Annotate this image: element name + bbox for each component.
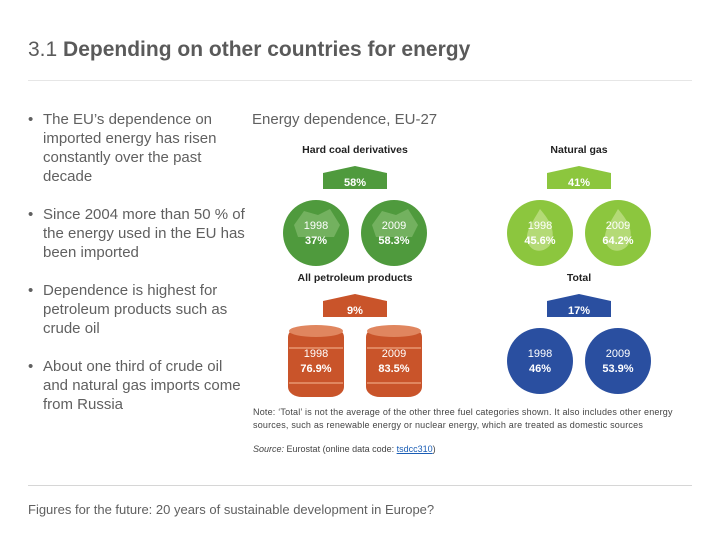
year-value: 37% bbox=[305, 235, 327, 247]
bullet-text: About one third of crude oil and natural… bbox=[43, 358, 241, 413]
bullet-text: Since 2004 more than 50 % of the energy … bbox=[43, 206, 245, 261]
bullet-text: The EU’s dependence on imported energy h… bbox=[43, 111, 217, 185]
year-label: 2009 bbox=[382, 348, 406, 360]
source-link[interactable]: tsdcc310 bbox=[396, 444, 433, 454]
panel-coal: Hard coal derivatives 58% 1998 37% 2009 58.3% bbox=[283, 144, 427, 266]
bullet-item: • Dependence is highest for petroleum pro… bbox=[28, 281, 250, 338]
year-label: 1998 bbox=[528, 348, 552, 360]
year-label: 2009 bbox=[606, 348, 630, 360]
panel-total: Total 17% 1998 46% 2009 53.9% bbox=[507, 272, 651, 394]
year-value: 53.9% bbox=[602, 363, 633, 375]
bullet-list: • The EU’s dependence on imported energy … bbox=[28, 110, 250, 433]
year-value: 45.6% bbox=[524, 235, 555, 247]
increase-arrow bbox=[547, 294, 611, 317]
bullet-item: • Since 2004 more than 50 % of the energy… bbox=[28, 205, 250, 262]
year-label: 1998 bbox=[304, 220, 328, 232]
bullet-marker: • bbox=[28, 358, 34, 375]
footer-divider bbox=[28, 485, 692, 486]
increase-value: 58% bbox=[344, 177, 366, 189]
panel-flame: Natural gas 41% 1998 45.6% 2009 64.2% bbox=[507, 144, 651, 266]
increase-arrow bbox=[323, 166, 387, 189]
source-text: Eurostat (online data code: bbox=[286, 444, 397, 454]
oil-barrel-icon: 1998 76.9% bbox=[288, 325, 344, 397]
slide-title: 3.1 Depending on other countries for ene… bbox=[28, 38, 470, 62]
note-text: ‘Total’ is not the average of the other … bbox=[253, 407, 673, 430]
panel-oil-barrel: All petroleum products 9% 1998 76.9% 2009 83.… bbox=[288, 272, 422, 397]
figure-heading: Energy dependence, EU-27 bbox=[252, 111, 438, 128]
bullet-marker: • bbox=[28, 282, 34, 299]
title-text: Depending on other countries for energy bbox=[63, 38, 471, 61]
energy-dependence-infographic: Hard coal derivatives 58% 1998 37% 2009 58.3%… bbox=[283, 144, 651, 397]
year-value: 76.9% bbox=[300, 363, 331, 375]
bullet-item: • The EU’s dependence on imported energy … bbox=[28, 110, 250, 186]
figure-source: Source: Eurostat (online data code: tsdc… bbox=[253, 444, 436, 454]
title-divider bbox=[28, 80, 692, 81]
year-label: 2009 bbox=[382, 220, 406, 232]
increase-value: 9% bbox=[347, 305, 363, 317]
bullet-marker: • bbox=[28, 111, 34, 128]
coal-icon: 2009 58.3% bbox=[361, 200, 427, 266]
bullet-marker: • bbox=[28, 206, 34, 223]
panel-label: Hard coal derivatives bbox=[302, 144, 408, 156]
increase-value: 41% bbox=[568, 177, 590, 189]
bullet-item: • About one third of crude oil and natura… bbox=[28, 357, 250, 414]
year-label: 1998 bbox=[528, 220, 552, 232]
year-value: 83.5% bbox=[378, 363, 409, 375]
total-icon: 2009 53.9% bbox=[585, 328, 651, 394]
increase-arrow bbox=[323, 294, 387, 317]
coal-icon: 1998 37% bbox=[283, 200, 349, 266]
title-number: 3.1 bbox=[28, 38, 58, 61]
flame-icon: 1998 45.6% bbox=[507, 200, 573, 266]
total-icon: 1998 46% bbox=[507, 328, 573, 394]
slide-footer: Figures for the future: 20 years of sust… bbox=[28, 502, 435, 517]
panel-label: Total bbox=[567, 272, 591, 284]
year-value: 64.2% bbox=[602, 235, 633, 247]
year-value: 58.3% bbox=[378, 235, 409, 247]
source-label: Source: bbox=[253, 444, 285, 454]
oil-barrel-icon: 2009 83.5% bbox=[366, 325, 422, 397]
note-label: Note: bbox=[253, 407, 276, 417]
increase-arrow bbox=[547, 166, 611, 189]
year-label: 2009 bbox=[606, 220, 630, 232]
panel-label: Natural gas bbox=[550, 144, 607, 156]
year-value: 46% bbox=[529, 363, 551, 375]
year-label: 1998 bbox=[304, 348, 328, 360]
flame-icon: 2009 64.2% bbox=[585, 200, 651, 266]
increase-value: 17% bbox=[568, 305, 590, 317]
figure-note: Note: ‘Total’ is not the average of the … bbox=[253, 406, 703, 432]
source-end: ) bbox=[432, 444, 436, 454]
bullet-text: Dependence is highest for petroleum prod… bbox=[43, 282, 228, 337]
panel-label: All petroleum products bbox=[298, 272, 413, 284]
